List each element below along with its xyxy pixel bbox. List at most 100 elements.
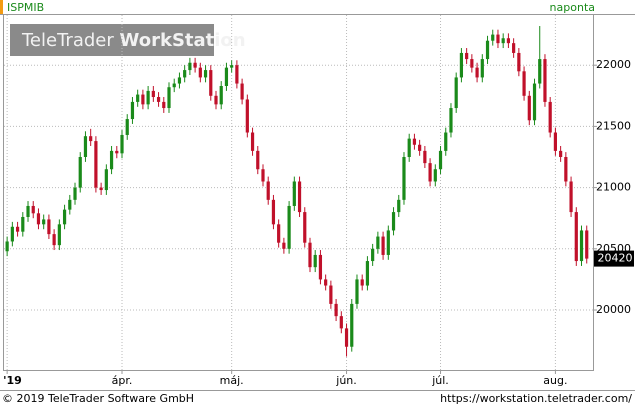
candle-body — [235, 65, 239, 84]
candle-body — [402, 157, 406, 200]
candle-body — [151, 90, 155, 98]
candle-body — [261, 169, 265, 182]
watermark-b: WorkStation — [120, 30, 246, 51]
candle-body — [94, 141, 98, 188]
candle-body — [459, 52, 464, 78]
candle-body — [282, 242, 286, 249]
candle-body — [104, 169, 108, 191]
candle-body — [360, 279, 364, 286]
candle-body — [579, 230, 584, 262]
candle-body — [522, 71, 526, 96]
last-price-label: 20420 — [598, 252, 633, 265]
candle-body — [266, 181, 270, 200]
candle-body — [412, 138, 417, 145]
candle-body — [318, 254, 323, 280]
candle-body — [334, 303, 338, 317]
candle-body — [470, 59, 474, 68]
y-tick-label: 22000 — [596, 58, 631, 71]
candle-body — [397, 199, 401, 213]
candle-body — [564, 157, 568, 182]
candle-body — [167, 87, 171, 109]
candle-body — [141, 94, 145, 105]
candle-body — [62, 209, 67, 225]
candle-body — [240, 83, 244, 100]
x-tick-label: '19 — [3, 374, 22, 387]
candle-body — [230, 65, 234, 68]
candle-body — [480, 59, 484, 78]
candle-body — [209, 70, 213, 96]
candle-body — [559, 150, 563, 157]
candle-body — [444, 132, 448, 151]
candle-body — [203, 70, 208, 78]
candle-body — [15, 226, 20, 232]
candle-body — [485, 40, 490, 60]
candle-body — [386, 230, 390, 255]
candle-body — [381, 236, 385, 255]
candle-body — [183, 70, 187, 78]
candle-body — [89, 136, 93, 142]
candle-body — [355, 279, 359, 304]
candle-body — [21, 216, 25, 232]
candle-body — [344, 328, 349, 347]
candle-body — [68, 199, 72, 210]
candle-body — [365, 261, 370, 286]
candle-body — [501, 38, 505, 44]
candle-body — [26, 205, 30, 217]
candle-body — [10, 226, 14, 242]
candle-body — [125, 119, 129, 135]
watermark-a: TeleTrader — [21, 30, 114, 51]
x-tick-label: ápr. — [112, 374, 133, 387]
candle-body — [47, 219, 51, 235]
candle-body — [428, 163, 432, 182]
candle-body — [496, 34, 500, 44]
candle-body — [297, 181, 302, 213]
candle-body — [339, 316, 343, 329]
x-tick-label: jún. — [335, 374, 357, 387]
candle-body — [438, 150, 443, 170]
candle-body — [52, 234, 56, 246]
candle-body — [506, 38, 511, 44]
candle-body — [156, 97, 161, 102]
candle-body — [308, 242, 312, 268]
candle-body — [527, 95, 531, 121]
candle-body — [418, 144, 422, 151]
candle-body — [136, 94, 140, 102]
footer-right: https://workstation.teletrader.com/ — [440, 392, 632, 405]
candle-body — [250, 132, 255, 151]
y-tick-label: 21500 — [596, 119, 631, 132]
candle-body — [287, 205, 291, 249]
candle-body — [172, 83, 176, 88]
header-marker — [0, 0, 3, 14]
candle-body — [585, 230, 589, 259]
candle-body — [31, 205, 35, 214]
candle-body — [475, 67, 479, 78]
candle-body — [574, 212, 578, 262]
candle-body — [120, 134, 124, 154]
chart-title: ISPMIB — [7, 1, 44, 14]
candle-body — [219, 86, 223, 105]
candle-body — [36, 213, 41, 225]
candle-body — [78, 157, 82, 188]
candle-body — [188, 62, 192, 71]
candle-body — [277, 224, 281, 243]
candle-body — [146, 90, 150, 105]
footer-left: © 2019 TeleTrader Software GmbH — [2, 392, 194, 405]
candle-body — [407, 138, 411, 157]
candle-body — [449, 108, 453, 133]
candle-body — [245, 99, 249, 133]
candle-body — [376, 236, 380, 249]
candle-body — [543, 59, 547, 102]
candle-body — [224, 67, 229, 86]
candle-body — [130, 101, 135, 120]
candle-body — [548, 101, 552, 133]
candle-body — [391, 212, 396, 231]
candle-body — [465, 52, 469, 60]
candle-body — [57, 224, 61, 246]
candle-body — [454, 77, 458, 109]
candle-body — [109, 150, 114, 170]
candle-body — [371, 248, 375, 262]
plot-frame — [3, 14, 594, 371]
candle-body — [512, 43, 516, 53]
